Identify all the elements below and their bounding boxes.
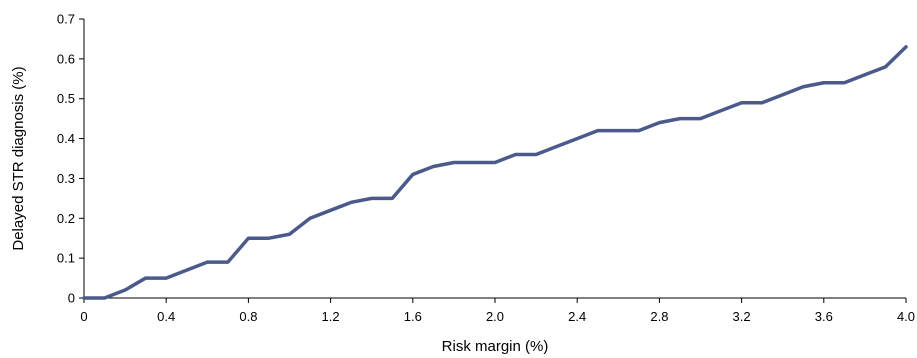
- x-tick-label: 1.6: [404, 309, 422, 324]
- y-tick-label: 0.7: [57, 12, 75, 27]
- y-axis-ticks: 0 0.1 0.2 0.3 0.4 0.5 0.6 0.7: [57, 12, 84, 306]
- y-tick-label: 0.4: [57, 131, 75, 146]
- x-tick-label: 4.0: [897, 309, 915, 324]
- x-tick-label: 2.4: [568, 309, 586, 324]
- x-axis-title: Risk margin (%): [442, 338, 549, 355]
- y-tick-label: 0.5: [57, 91, 75, 106]
- x-tick-label: 0: [80, 309, 87, 324]
- x-tick-label: 0.8: [239, 309, 257, 324]
- y-axis-title: Delayed STR diagnosis (%): [10, 66, 27, 250]
- y-tick-label: 0.2: [57, 211, 75, 226]
- y-tick-label: 0.3: [57, 171, 75, 186]
- x-tick-label: 3.2: [733, 309, 751, 324]
- x-tick-label: 2.8: [650, 309, 668, 324]
- y-tick-label: 0.6: [57, 51, 75, 66]
- x-tick-label: 0.4: [157, 309, 175, 324]
- x-tick-label: 2.0: [486, 309, 504, 324]
- series-line: [82, 45, 908, 300]
- y-tick-label: 0: [68, 291, 75, 306]
- x-axis-ticks: 0 0.4 0.8 1.2 1.6 2.0 2.4 2.8 3.2 3.6 4.0: [80, 298, 915, 324]
- x-tick-label: 1.2: [322, 309, 340, 324]
- y-tick-label: 0.1: [57, 251, 75, 266]
- x-tick-label: 3.6: [815, 309, 833, 324]
